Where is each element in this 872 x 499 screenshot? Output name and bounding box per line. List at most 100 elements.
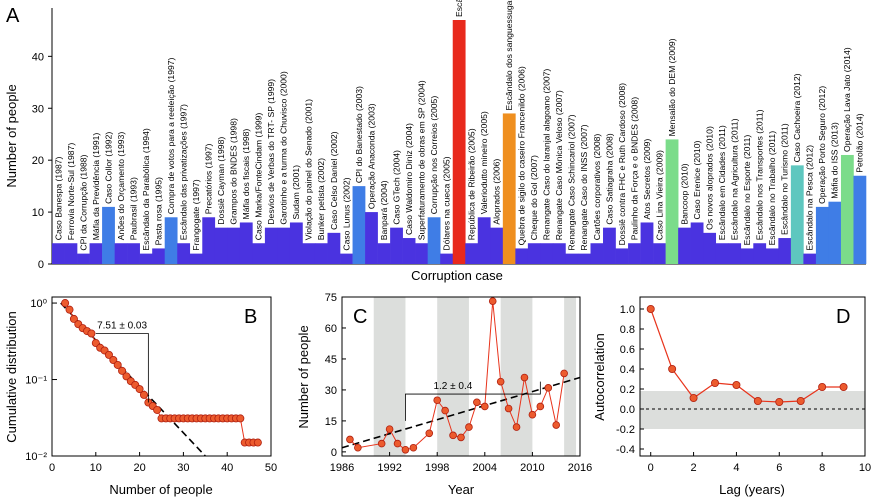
panel-a-y-ticks: 0 10 20 30 40 bbox=[32, 51, 52, 271]
panel-a-bar bbox=[415, 243, 428, 264]
panel-d-point bbox=[668, 364, 677, 373]
panel-a-bar-label: Cartões corporativos (2008) bbox=[592, 134, 602, 241]
panel-a-bar-label: Escândalo do Mensalão (2005) bbox=[454, 0, 464, 17]
panel-a-bar-label: Quebra de sigilo do caseiro Francenildo … bbox=[517, 66, 527, 245]
panel-a-bar bbox=[803, 253, 817, 264]
panel-d-ytick-label-5: 0.6 bbox=[620, 344, 635, 356]
panel-c-xtick-label-5: 2016 bbox=[568, 462, 592, 474]
panel-c-annotation: 1.2 ± 0.4 bbox=[433, 381, 472, 392]
panel-c-xtick-label-4: 2010 bbox=[520, 462, 544, 474]
panel-b-annotation-bracket bbox=[95, 333, 149, 403]
panel-a-bar bbox=[740, 248, 754, 264]
panel-a-bar-label: República de Ribeirão (2005) bbox=[467, 128, 477, 240]
panel-c-point bbox=[441, 406, 449, 415]
panel-d-ytick-label-4: 0.4 bbox=[620, 364, 635, 376]
panel-a-bar bbox=[302, 243, 316, 264]
panel-a-bar-label: Caso Marka/FonteCindam (1999) bbox=[254, 113, 264, 241]
panel-a-ytick-label-0: 0 bbox=[38, 259, 44, 271]
panel-a-bar-label: Operação Anaconda (2003) bbox=[366, 103, 376, 209]
panel-c-ytick-label-3: 45 bbox=[325, 354, 337, 366]
panel-b-xtick-label-4: 40 bbox=[221, 462, 233, 474]
panel-a-bar-label: Caso Cachoeira (2012) bbox=[792, 73, 802, 162]
panel-a-bar bbox=[452, 20, 466, 264]
panel-a-bar bbox=[127, 243, 140, 264]
panel-a-bar bbox=[77, 253, 90, 264]
panel-a-ytick-label-2: 20 bbox=[32, 155, 44, 167]
panel-c-shaded-spans bbox=[373, 297, 577, 456]
panel-d-point bbox=[775, 397, 784, 406]
panel-b-point bbox=[253, 438, 262, 447]
panel-a-bar-label: Valeriodutto mineiro (2005) bbox=[479, 111, 489, 214]
panel-b-ylabel: Cumulative distribution bbox=[4, 311, 19, 443]
panel-c-point bbox=[354, 443, 362, 452]
panel-c-marks: 1.2 ± 0.4 bbox=[341, 297, 581, 454]
panel-b-point bbox=[61, 299, 70, 308]
panel-c-frame bbox=[341, 296, 581, 457]
panel-a-bar-label: Renangate Caso do laranjal alagoano (200… bbox=[542, 69, 552, 241]
panel-a-bar-label: Caso Banespa (1987) bbox=[53, 156, 63, 240]
panel-c-xtick-label-2: 1998 bbox=[425, 462, 449, 474]
panel-a-bar-label: Banpará (2004) bbox=[379, 180, 389, 240]
panel-a-bar bbox=[665, 139, 679, 264]
panel-c-point bbox=[377, 439, 386, 448]
panel-d-xlabel: Lag (years) bbox=[719, 482, 785, 497]
panel-b-ytick-label-0: 10⁰ bbox=[30, 298, 47, 310]
panel-d: D 0 2 4 6 8 10 -0.4 -0.2 0.0 0.2 0.4 0.6 0.8 1.0 Auto… bbox=[592, 296, 871, 497]
panel-c-shade-1 bbox=[437, 297, 469, 456]
panel-b-xtick-label-5: 50 bbox=[265, 462, 277, 474]
panel-a-bar bbox=[102, 206, 115, 264]
panel-a-bar-label: Operação Lava Jato (2014) bbox=[842, 47, 852, 152]
panel-c-point bbox=[504, 404, 513, 413]
panel-c-point bbox=[560, 369, 568, 378]
panel-a-bar bbox=[603, 227, 616, 264]
panel-c: C 1986 1992 1998 2004 2010 2016 0 15 30 45 60 75 1.… bbox=[296, 292, 592, 497]
panel-a-bar-label: Cheque do Gol (2007) bbox=[529, 155, 539, 240]
panel-c-point bbox=[393, 439, 402, 448]
panel-a-bar bbox=[252, 243, 266, 264]
panel-c-point bbox=[346, 435, 354, 444]
panel-a-bar bbox=[314, 243, 328, 264]
panel-a-bar-label: Corrupção nos Correios (2005) bbox=[429, 96, 439, 215]
panel-a-bar-label: Aloprados (2006) bbox=[492, 159, 502, 225]
panel-a-bar bbox=[490, 227, 504, 264]
panel-a-ytick-label-1: 10 bbox=[32, 207, 44, 219]
panel-b-point bbox=[109, 356, 118, 365]
panel-a-ytick-label-3: 30 bbox=[32, 103, 44, 115]
panel-letter-c: C bbox=[353, 306, 367, 328]
panel-a-bar bbox=[402, 238, 416, 264]
panel-d-xtick-label-2: 4 bbox=[733, 462, 739, 474]
panel-a-bar bbox=[289, 222, 303, 264]
panel-a-bar-label: Ferrovia Norte-Sul (1987) bbox=[66, 143, 76, 241]
panel-a-bar bbox=[390, 227, 403, 264]
panel-b-point bbox=[153, 405, 162, 414]
panel-b-marks: 7.51 ± 0.03 bbox=[60, 299, 262, 457]
panel-d-ytick-label-1: -0.2 bbox=[616, 424, 635, 436]
panel-c-point bbox=[552, 421, 560, 429]
panel-a-bar-label: Caso Celso Daniel (2002) bbox=[329, 131, 339, 230]
panel-a-bar bbox=[365, 212, 378, 264]
panel-a-bar-label: Caso GTech (2004) bbox=[391, 150, 401, 225]
panel-a-bar-label: Bancoop (2010) bbox=[679, 163, 689, 224]
panel-a-bars bbox=[52, 20, 867, 264]
panel-b-point bbox=[104, 350, 113, 359]
panel-b-xtick-label-0: 0 bbox=[49, 462, 55, 474]
panel-a-bar bbox=[440, 253, 454, 264]
panel-a-bar bbox=[715, 243, 729, 264]
panel-c-xtick-label-1: 1992 bbox=[377, 462, 401, 474]
panel-a-bar-label: Escândalo da Parabólica (1994) bbox=[141, 128, 151, 250]
panel-a-bar bbox=[239, 222, 253, 264]
panel-a-bar bbox=[690, 222, 704, 264]
panel-d-point bbox=[732, 380, 741, 389]
panel-c-point bbox=[425, 429, 434, 438]
panel-c-point bbox=[409, 443, 418, 452]
panel-d-frame bbox=[639, 296, 866, 457]
panel-a-bar-label: Violação do painel do Senado (2001) bbox=[304, 99, 314, 240]
panel-a-bar-label: Escândalo das privatizações (1997) bbox=[178, 104, 188, 240]
panel-a-ytick-label-4: 40 bbox=[32, 51, 44, 63]
panel-a-xlabel: Corruption case bbox=[411, 268, 503, 283]
panel-d-point bbox=[839, 382, 848, 391]
panel-b-point bbox=[135, 385, 144, 394]
panel-a-bar bbox=[678, 227, 691, 264]
panel-letter-b: B bbox=[244, 306, 257, 328]
